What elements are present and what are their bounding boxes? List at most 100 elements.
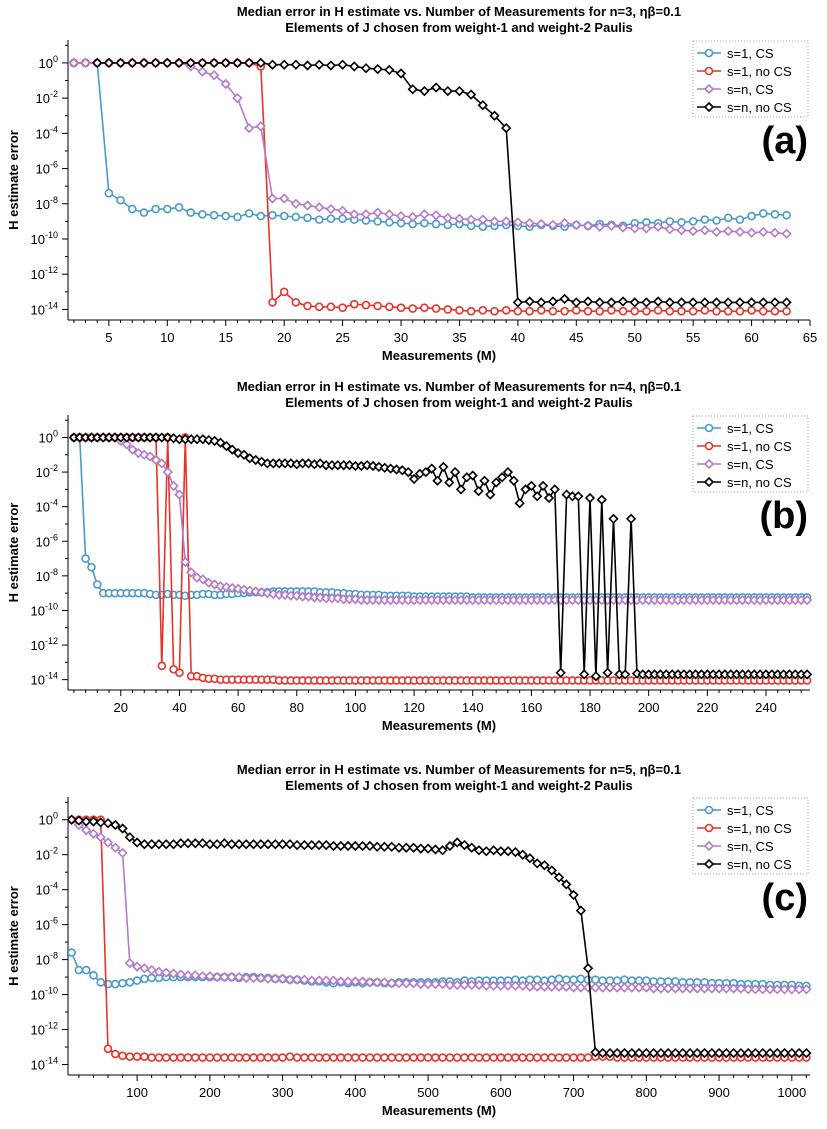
data-point: [430, 844, 441, 855]
data-point: [102, 837, 114, 848]
data-point: [302, 200, 313, 211]
data-point: [262, 973, 274, 984]
data-point: [432, 475, 443, 486]
data-point: [575, 905, 587, 916]
data-point: [495, 980, 506, 991]
data-point: [582, 296, 594, 307]
data-point: [243, 57, 255, 69]
data-point: [677, 983, 688, 994]
legend: s=1, CS s=1, no CS s=n, CS s=n, no CS: [692, 40, 809, 118]
data-point: [175, 838, 186, 849]
data-point: [664, 224, 675, 235]
y-tick-label: 100: [39, 54, 58, 71]
data-point: [393, 842, 405, 853]
data-point: [127, 57, 138, 69]
data-point: [209, 210, 219, 220]
series-line: [73, 62, 787, 313]
data-point: [524, 296, 535, 307]
data-point: [270, 973, 281, 984]
data-point: [510, 846, 521, 858]
legend-label: s=n, no CS: [727, 857, 792, 872]
data-point: [81, 816, 92, 827]
data-point: [525, 1053, 535, 1062]
data-point: [711, 226, 722, 238]
data-point: [147, 1053, 156, 1062]
data-point: [248, 839, 259, 850]
data-point: [396, 303, 406, 312]
data-point: [452, 1053, 462, 1062]
data-point: [510, 980, 521, 991]
data-point: [583, 306, 593, 316]
data-point: [782, 210, 791, 220]
data-point: [662, 1047, 674, 1059]
data-point: [473, 485, 484, 497]
data-point: [385, 217, 394, 227]
data-point: [524, 853, 536, 864]
data-point: [197, 971, 208, 982]
legend-marker: [704, 423, 714, 433]
data-point: [460, 1053, 469, 1062]
data-point: [186, 567, 197, 578]
data-point: [337, 205, 348, 216]
data-point: [87, 562, 96, 572]
x-tick-label: 240: [755, 700, 777, 715]
data-point: [568, 982, 579, 993]
data-point: [728, 1047, 739, 1059]
data-point: [532, 981, 543, 992]
legend: s=1, CS s=1, no CS s=n, CS s=n, no CS: [692, 797, 809, 875]
legend-marker: [703, 858, 715, 870]
data-point: [511, 1053, 520, 1062]
data-point: [501, 122, 512, 134]
data-point: [437, 978, 448, 990]
data-point: [452, 837, 463, 848]
data-point: [597, 1047, 608, 1059]
data-point: [338, 214, 347, 224]
data-point: [138, 57, 150, 69]
panel-label: (b): [759, 495, 808, 537]
data-point: [641, 297, 652, 308]
data-point: [182, 970, 194, 981]
data-point: [582, 220, 594, 231]
data-point: [190, 970, 201, 981]
data-point: [734, 226, 746, 238]
data-point: [420, 466, 431, 478]
data-point: [473, 979, 485, 991]
data-point: [250, 454, 261, 466]
data-point: [465, 89, 477, 100]
data-point: [547, 296, 559, 307]
data-point: [96, 978, 106, 987]
data-point: [735, 306, 745, 316]
data-point: [554, 1053, 564, 1062]
data-point: [307, 1053, 316, 1062]
data-point: [81, 825, 92, 836]
legend-marker: [703, 458, 715, 470]
data-point: [676, 225, 687, 236]
data-point: [467, 1053, 477, 1062]
data-point: [655, 1047, 667, 1059]
data-point: [168, 480, 179, 492]
y-tick-label: 10-8: [36, 951, 58, 968]
data-point: [408, 842, 419, 853]
y-tick-label: 10-2: [36, 846, 58, 863]
data-point: [502, 980, 514, 991]
data-point: [532, 491, 543, 502]
data-point: [144, 451, 156, 462]
data-point: [185, 57, 196, 69]
data-point: [559, 217, 570, 229]
data-point: [387, 1053, 397, 1062]
chart-title: Median error in H estimate vs. Number of…: [237, 4, 681, 19]
data-point: [208, 70, 220, 81]
legend-marker: [704, 805, 714, 815]
data-point: [559, 293, 570, 305]
data-point: [641, 982, 652, 993]
data-point: [183, 1053, 193, 1062]
data-point: [758, 306, 768, 316]
data-point: [226, 839, 237, 850]
data-point: [364, 840, 376, 852]
data-point: [364, 977, 376, 988]
x-tick-label: 1000: [777, 1085, 806, 1100]
data-point: [409, 1053, 418, 1062]
x-tick-label: 55: [686, 330, 700, 345]
data-point: [292, 1053, 302, 1062]
data-point: [747, 306, 756, 315]
